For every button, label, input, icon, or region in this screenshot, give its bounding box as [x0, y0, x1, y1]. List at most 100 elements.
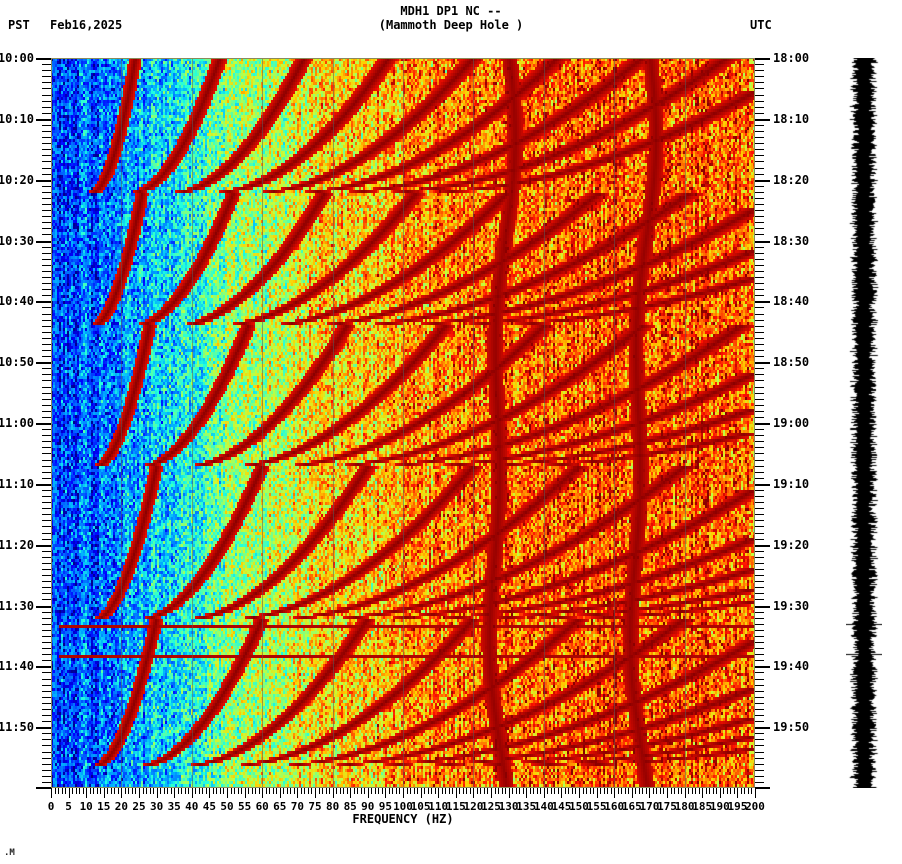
axis-tick	[755, 192, 764, 193]
frequency-tick	[473, 788, 474, 798]
axis-tick	[755, 119, 770, 121]
frequency-tick	[526, 788, 527, 798]
frequency-label: 5	[65, 800, 72, 813]
frequency-tick	[241, 788, 242, 794]
axis-tick	[42, 526, 51, 527]
frequency-tick	[502, 788, 503, 794]
axis-tick	[42, 618, 51, 619]
frequency-tick	[114, 788, 115, 794]
frequency-tick	[579, 788, 580, 798]
timezone-left-label: PST	[8, 18, 30, 32]
spectrogram-canvas[interactable]	[51, 58, 755, 788]
frequency-label: 150	[569, 800, 589, 813]
frequency-tick	[357, 788, 358, 794]
frequency-tick	[727, 788, 728, 794]
axis-tick	[42, 155, 51, 156]
axis-tick	[42, 356, 51, 357]
frequency-axis-title: FREQUENCY (HZ)	[352, 812, 454, 826]
axis-tick	[755, 326, 764, 327]
axis-tick	[755, 666, 770, 668]
frequency-label: 90	[361, 800, 375, 813]
frequency-tick	[720, 788, 721, 798]
axis-tick	[755, 362, 770, 364]
axis-tick	[42, 289, 51, 290]
axis-tick	[755, 654, 764, 655]
axis-tick	[755, 703, 764, 704]
frequency-tick	[55, 788, 56, 794]
frequency-label: 20	[114, 800, 129, 813]
axis-tick	[755, 472, 764, 473]
axis-tick	[42, 216, 51, 217]
axis-tick	[42, 581, 51, 582]
axis-tick	[755, 776, 764, 777]
frequency-tick	[621, 788, 622, 794]
axis-tick	[755, 101, 764, 102]
axis-tick	[42, 380, 51, 381]
frequency-tick	[290, 788, 291, 794]
axis-tick	[42, 575, 51, 576]
axis-tick	[36, 301, 51, 303]
axis-tick	[42, 314, 51, 315]
axis-tick	[42, 234, 51, 235]
frequency-tick	[695, 788, 696, 794]
frequency-tick	[234, 788, 235, 794]
axis-tick	[755, 137, 764, 138]
frequency-tick	[206, 788, 207, 794]
frequency-tick	[421, 788, 422, 798]
frequency-tick	[287, 788, 288, 794]
axis-tick	[42, 612, 51, 613]
frequency-tick	[227, 788, 228, 798]
time-label-pst: 10:00	[0, 51, 34, 65]
axis-tick	[42, 739, 51, 740]
axis-tick	[755, 648, 764, 649]
time-label-pst: 10:40	[0, 294, 34, 308]
axis-tick	[42, 660, 51, 661]
frequency-tick	[231, 788, 232, 794]
spectrogram-plot[interactable]	[51, 58, 755, 788]
axis-tick	[42, 192, 51, 193]
frequency-tick	[164, 788, 165, 794]
axis-tick	[755, 174, 764, 175]
frequency-tick	[104, 788, 105, 798]
axis-tick	[755, 307, 764, 308]
frequency-tick	[632, 788, 633, 798]
frequency-label: 170	[639, 800, 660, 813]
axis-tick	[755, 709, 764, 710]
axis-tick	[755, 228, 764, 229]
axis-tick	[42, 758, 51, 759]
axis-tick	[755, 277, 764, 278]
frequency-tick	[150, 788, 151, 794]
frequency-tick	[748, 788, 749, 794]
axis-tick	[755, 393, 764, 394]
frequency-tick	[428, 788, 429, 794]
time-label-pst: 11:30	[0, 599, 34, 613]
axis-tick	[755, 490, 764, 491]
time-label-utc: 18:40	[773, 294, 810, 308]
frequency-tick	[618, 788, 619, 794]
axis-tick	[42, 228, 51, 229]
axis-tick	[755, 496, 764, 497]
axis-tick	[42, 490, 51, 491]
axis-tick	[755, 435, 764, 436]
frequency-tick	[410, 788, 411, 794]
frequency-tick	[723, 788, 724, 794]
frequency-tick	[322, 788, 323, 794]
axis-tick	[755, 581, 764, 582]
axis-tick	[755, 265, 764, 266]
axis-tick	[755, 295, 764, 296]
frequency-label: 65	[273, 800, 287, 813]
frequency-tick	[340, 788, 341, 794]
axis-tick	[42, 101, 51, 102]
axis-tick	[42, 648, 51, 649]
axis-tick	[42, 107, 51, 108]
frequency-tick	[463, 788, 464, 794]
axis-tick	[755, 764, 764, 765]
axis-tick	[42, 295, 51, 296]
axis-tick	[755, 733, 764, 734]
axis-tick	[42, 441, 51, 442]
axis-tick	[755, 88, 764, 89]
axis-tick	[755, 727, 770, 729]
frequency-tick	[93, 788, 94, 794]
axis-tick	[42, 271, 51, 272]
frequency-tick	[583, 788, 584, 794]
